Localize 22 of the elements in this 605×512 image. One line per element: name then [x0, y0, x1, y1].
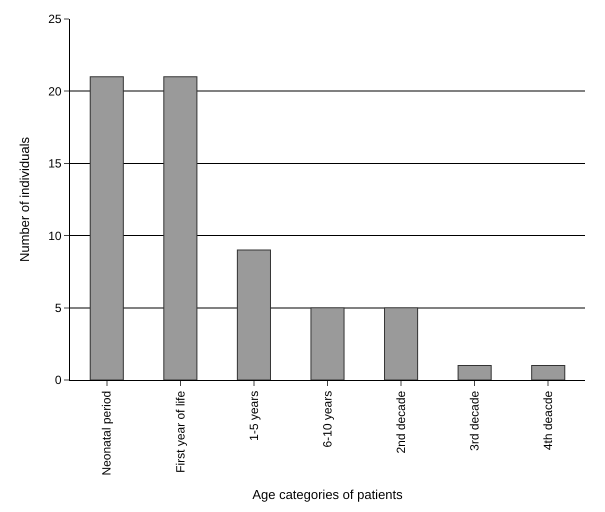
y-tick-label: 25	[48, 12, 62, 26]
x-tick-label: 4th deacde	[541, 390, 556, 450]
bar	[531, 365, 566, 380]
y-tick-label: 5	[54, 301, 62, 315]
x-tick-label: 2nd decade	[394, 390, 408, 454]
x-tick-label: 1-5 years	[246, 390, 261, 441]
x-tick-label: 6-10 years	[320, 390, 334, 448]
x-axis-title: Age categories of patients	[252, 487, 404, 502]
bar	[310, 307, 345, 380]
y-axis-title: Number of individuals	[17, 136, 32, 262]
bar	[236, 250, 271, 380]
y-tick-label: 20	[48, 84, 62, 98]
y-tick-label: 15	[48, 156, 62, 171]
y-tick-label: 0	[54, 373, 62, 388]
x-tick-label: First year of life	[173, 390, 188, 473]
x-tick-label: 3rd decade	[468, 390, 482, 451]
bar	[458, 365, 492, 380]
y-tick-label: 10	[48, 228, 62, 243]
bar	[384, 307, 418, 380]
bar	[163, 76, 198, 380]
bar	[90, 76, 124, 380]
x-tick-label: Neonatal period	[100, 390, 114, 476]
